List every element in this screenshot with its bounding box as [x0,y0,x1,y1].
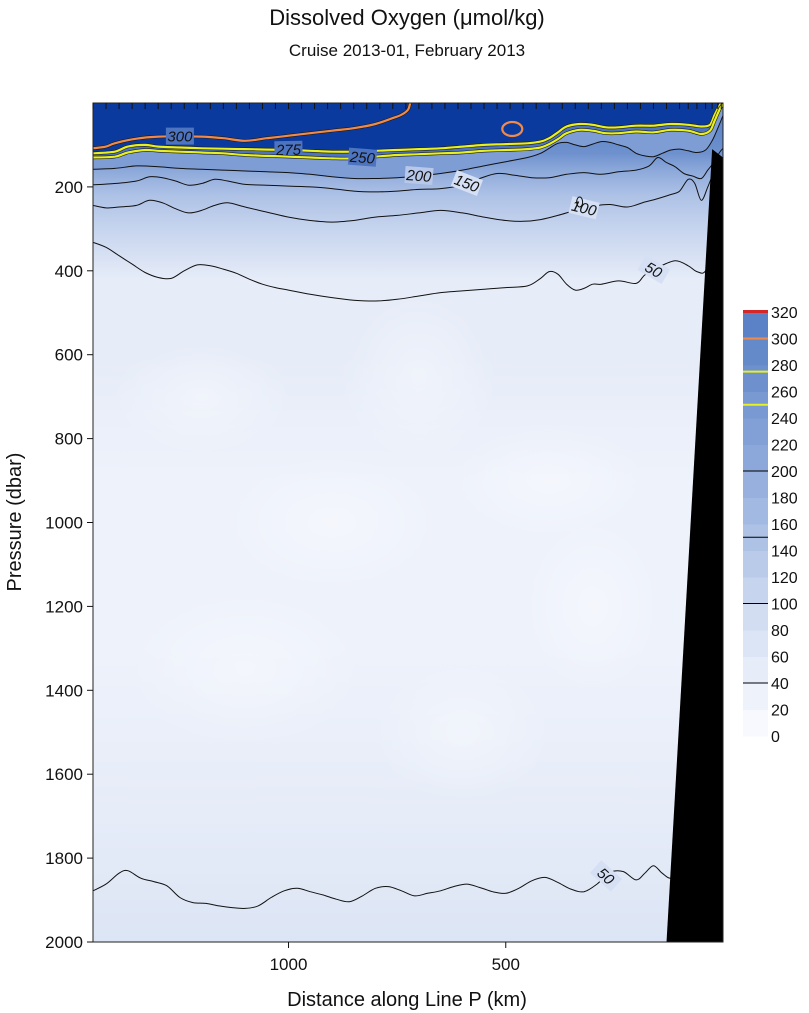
colorbar-label: 60 [771,650,789,667]
contour-line-250 [93,103,723,160]
y-axis-label: Pressure (dbar) [4,453,26,592]
colorbar-segment [743,338,768,366]
colorbar-label: 0 [771,729,780,746]
contour-label-bg [274,140,303,159]
colorbar-label: 240 [771,411,798,428]
field-texture-blob [125,589,366,750]
station-ticks [92,103,722,109]
colorbar-label: 120 [771,570,798,587]
colorbar-top-cap [743,310,768,313]
y-tick-label: 2000 [45,933,83,952]
contour-closed-100 [576,196,584,208]
contour-label-bg [450,170,484,197]
field-texture-blob [449,420,650,541]
colorbar-label: 220 [771,438,798,455]
y-tick-label: 1000 [45,514,83,533]
field-texture-blob [221,452,442,593]
colorbar-label: 300 [771,332,798,349]
contour-line-50 [93,232,723,302]
contour-label-50: 50 [637,255,671,284]
contour-label-text: 300 [167,129,193,146]
colorbar-segment [743,444,768,472]
colorbar-label: 280 [771,358,798,375]
colorbar-segment [743,312,768,339]
contour-line-275 [93,103,723,155]
colorbar-legend: 3203002802602402202001801601401201008060… [743,305,798,746]
oxygen-band-200-250 [93,104,723,179]
y-tick-label: 1800 [45,849,83,868]
x-tick-label: 500 [492,955,520,974]
x-axis: 1000 500 [270,942,520,974]
colorbar-segment [743,683,768,710]
no-data-wedge [666,149,723,942]
contour-label-300: 300 [165,127,194,146]
y-tick-label: 1600 [45,765,83,784]
colorbar-label: 260 [771,385,798,402]
colorbar-segment [743,471,768,498]
field-texture-blob [111,336,292,457]
colorbar-segment [743,603,768,631]
colorbar-label: 200 [771,464,798,481]
colorbar-segment [743,418,768,445]
x-axis-label: Distance along Line P (km) [287,989,527,1011]
contour-closed-300 [501,120,524,138]
contour-label-200: 200 [404,165,434,186]
y-tick-label: 400 [55,262,83,281]
colorbar-segment [743,550,768,578]
contour-label-bg [589,860,623,892]
colorbar-label: 40 [771,676,789,693]
y-tick-label: 1400 [45,681,83,700]
y-tick-label: 800 [55,430,83,449]
contour-line-50 [93,865,700,909]
y-tick-label: 200 [55,178,83,197]
colorbar-label: 20 [771,703,789,720]
field-texture-blob [522,516,663,697]
colorbar-label: 80 [771,623,789,640]
contour-label-bg [637,255,671,284]
chart-subtitle: Cruise 2013-01, February 2013 [289,41,525,60]
colorbar-segment [743,656,768,684]
contour-line-100 [93,161,723,223]
contour-label-text: 200 [405,167,433,186]
contour-label-250: 250 [347,147,378,168]
x-tick-label: 1000 [270,955,308,974]
contour-line-200 [93,115,723,180]
colorbar-label: 100 [771,597,798,614]
contour-line-300 [93,103,412,150]
y-axis: 200 400 600 800 1000 1200 1400 1600 1800 2000 [45,178,93,952]
colorbar-label: 180 [771,491,798,508]
colorbar-label: 160 [771,517,798,534]
colorbar-label: 320 [771,305,798,322]
contour-label-bg [347,147,378,167]
contour-label-bg [404,165,434,186]
colorbar-segment [743,709,768,737]
colorbar-segment [743,365,768,392]
colorbar-segment [743,577,768,604]
contour-label-bg [165,127,194,145]
y-tick-label: 600 [55,346,83,365]
chart-title: Dissolved Oxygen (μmol/kg) [269,5,545,30]
contour-label-text: 250 [348,149,376,168]
colorbar-segment [743,497,768,525]
field-texture [111,285,663,803]
colorbar-segment [743,630,768,657]
field-texture-blob [338,285,499,466]
y-tick-label: 1200 [45,597,83,616]
colorbar-label: 140 [771,544,798,561]
field-texture-blob [372,662,553,803]
